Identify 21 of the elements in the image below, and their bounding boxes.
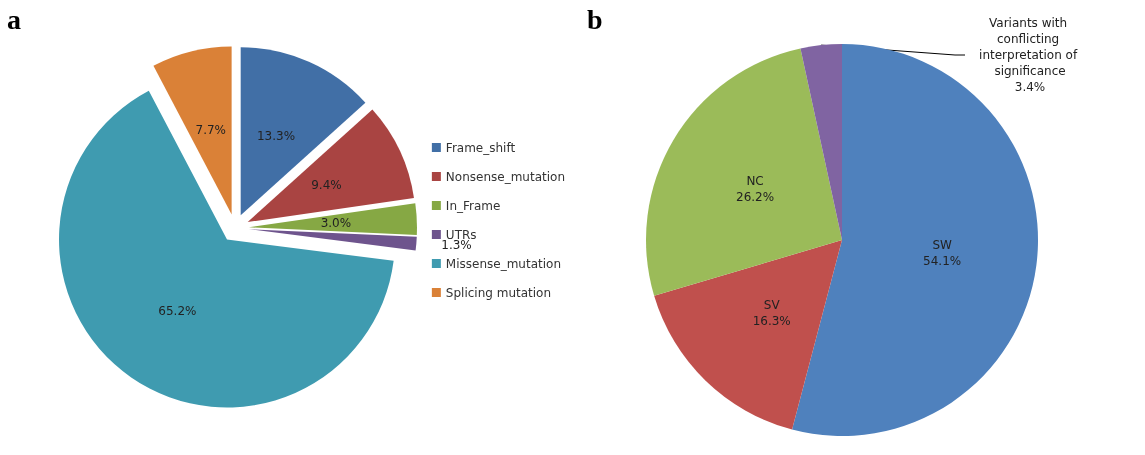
slice-label: SW	[932, 237, 953, 252]
data-label: 9.4%	[311, 178, 342, 193]
legend-label: Missense_mutation	[445, 256, 562, 271]
legend-label: Splicing mutation	[445, 285, 552, 300]
data-label: 16.3%	[752, 313, 791, 328]
chart-title: a	[7, 3, 21, 35]
data-label: 65.2%	[158, 303, 197, 318]
slice-label: Variants with conflicting interpretation of significance	[979, 16, 1081, 78]
legend-label: Frame_shift	[445, 140, 516, 155]
data-label: 13.3%	[256, 128, 296, 143]
chart-title: b	[587, 3, 603, 35]
legend-label: In_Frame	[445, 198, 501, 213]
data-label: 1.3%	[441, 237, 472, 252]
data-label: 7.7%	[195, 122, 227, 137]
legend-label: Nonsense_mutation	[445, 169, 565, 184]
data-label: 54.1%	[923, 253, 962, 268]
data-label: 3.4%	[1014, 80, 1046, 94]
slice-label: NC	[746, 173, 764, 188]
data-label: 26.2%	[736, 189, 775, 204]
slice-label: SV	[763, 297, 781, 312]
data-label: 3.0%	[320, 216, 352, 231]
